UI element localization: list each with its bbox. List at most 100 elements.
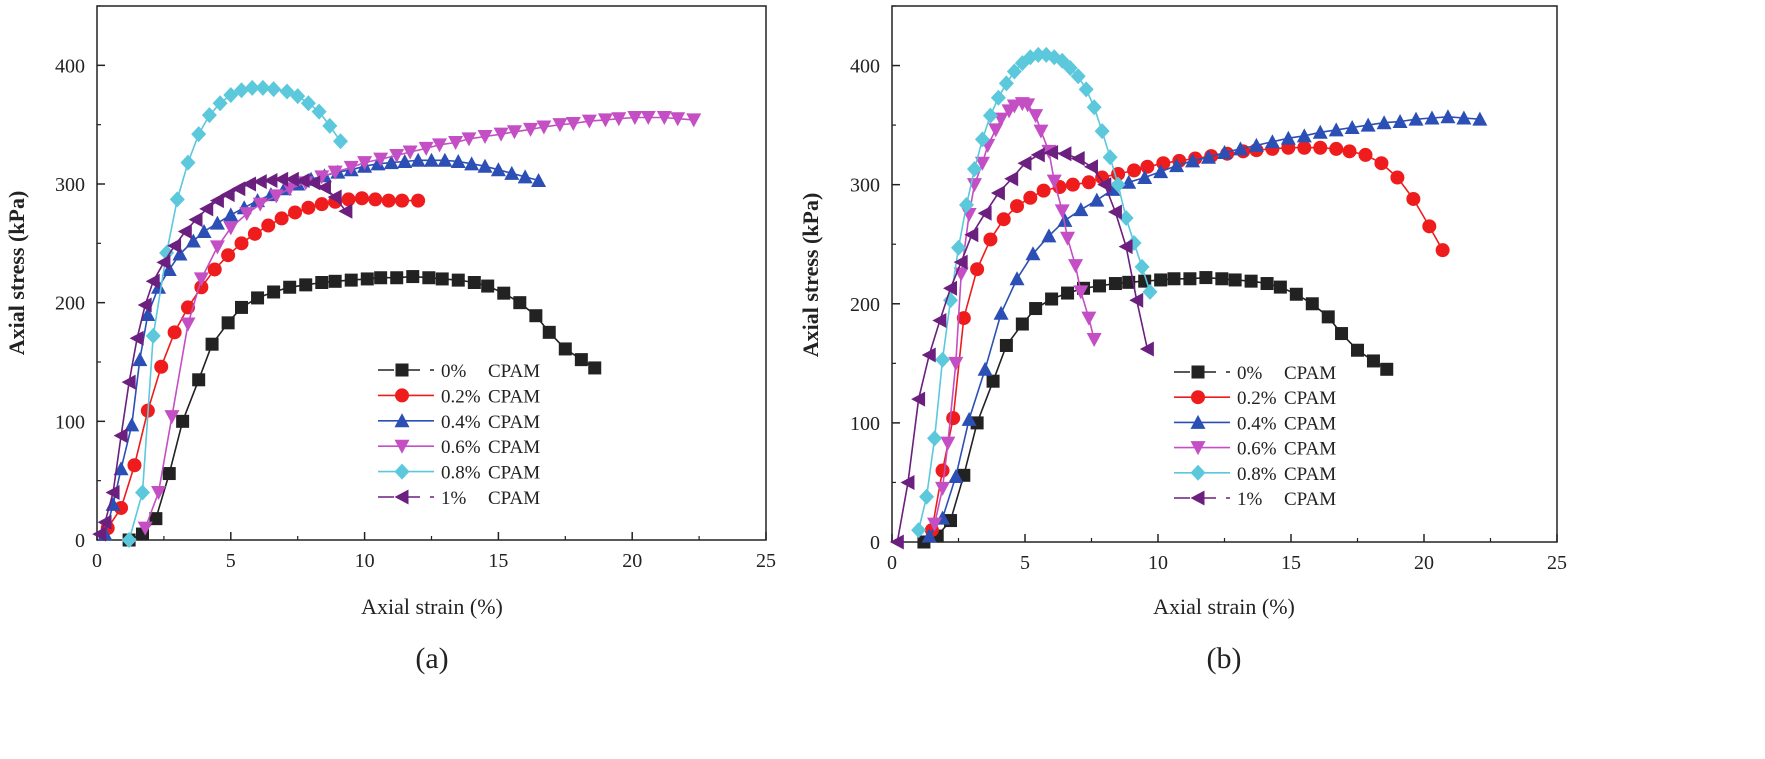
data-point [235,300,249,314]
data-point [252,197,268,212]
data-point [1248,137,1264,152]
data-point [1440,109,1456,124]
legend-entry: 0.2% CPAM [1174,388,1336,409]
data-point [177,223,192,239]
data-point [145,327,161,344]
data-point [354,191,369,206]
data-point [311,103,327,120]
data-point [1036,183,1051,198]
legend-entry: 0% CPAM [1174,363,1336,384]
y-tick-label: 400 [55,55,85,77]
data-point [374,271,388,285]
panel-label-b: (b) [1207,642,1242,675]
legend-label: CPAM [1284,363,1336,384]
series-0-6-cpam [927,97,1102,532]
legend-marker [394,439,410,454]
data-point [1185,153,1201,168]
data-point [490,162,506,177]
data-point [162,467,176,481]
data-point [134,484,150,501]
y-tick-label: 200 [850,294,880,316]
data-point [1010,199,1025,214]
data-point [1023,190,1038,205]
legend-entry: 1% CPAM [378,488,540,509]
data-point [193,272,209,287]
data-point [986,374,1000,388]
data-point [1004,171,1019,187]
legend-marker [1190,441,1206,456]
data-point [1078,81,1094,98]
data-point [338,203,353,219]
data-point [1296,128,1312,143]
x-tick-label: 20 [622,550,642,572]
data-point [552,118,568,133]
data-point [322,117,338,134]
data-point [1118,210,1134,227]
x-tick-label: 10 [1148,552,1168,574]
series-line [933,102,1095,525]
x-tick-label: 15 [488,550,508,572]
data-point [315,275,329,289]
data-point [996,212,1011,227]
data-point [1134,258,1150,275]
data-point [1086,99,1102,116]
data-point [1057,146,1072,162]
data-point [1057,212,1073,227]
data-point [299,278,313,292]
data-point [418,141,434,156]
x-tick-label: 0 [92,550,102,572]
data-point [961,411,977,426]
legend-label: CPAM [488,437,540,458]
data-point [201,107,217,124]
data-point [481,279,495,293]
data-point [1358,147,1373,162]
data-point [314,197,329,212]
data-point [247,226,262,241]
legend-percent: 0% [1237,363,1263,384]
data-point [513,296,527,310]
series-0-cpam [917,271,1394,549]
data-point [974,131,990,148]
data-point [450,153,466,168]
y-tick-label: 300 [850,175,880,197]
x-tick-label: 10 [355,550,375,572]
data-point [274,211,289,226]
data-point [223,207,239,222]
data-point [588,361,602,375]
data-point [114,500,129,515]
data-point [252,174,267,190]
data-point [300,95,316,112]
data-point [927,430,943,447]
data-point [935,463,950,478]
data-point [1081,175,1096,190]
data-point [1344,119,1360,134]
data-point [1232,141,1248,156]
data-point [397,153,413,168]
series-line [896,151,1149,543]
data-point [581,114,597,129]
data-point [988,123,1004,138]
data-point [255,79,271,96]
data-point [295,172,310,188]
data-point [1183,272,1197,286]
legend-marker [395,388,409,403]
data-point [151,486,167,501]
data-point [1073,202,1089,217]
data-point [1280,130,1296,145]
data-point [958,196,974,213]
legend-marker [395,363,409,377]
data-point [531,172,547,187]
data-point [1061,286,1075,300]
data-point [1142,283,1158,300]
data-point [1137,170,1153,185]
legend-label: CPAM [1284,464,1336,485]
data-point [1062,59,1078,76]
data-point [956,311,971,326]
data-point [167,325,182,340]
data-point [432,138,448,153]
data-point [927,517,943,532]
data-point [966,161,982,178]
y-axis-label-b: Axial stress (kPa) [798,193,823,358]
data-point [1215,272,1229,286]
